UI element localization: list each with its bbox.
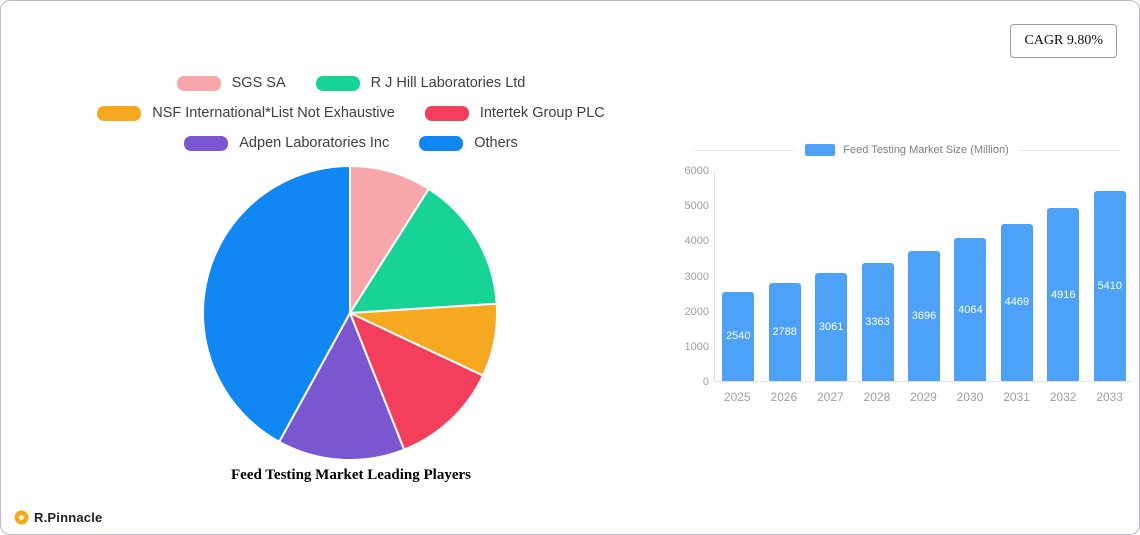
x-axis-label-2032: 2032: [1049, 390, 1077, 404]
x-axis-label-2027: 2027: [817, 390, 844, 404]
bar-value-label: 5410: [1097, 279, 1122, 292]
bar-chart: Feed Testing Market Size (Million) 0 1000…: [681, 143, 1133, 404]
pie-slice-adpen-laboratories-inc[interactable]: [277, 310, 406, 461]
y-axis-tick-5000: 5000: [684, 200, 709, 213]
pie-slice-r-j-hill-laboratories-ltd[interactable]: [348, 187, 498, 315]
bars: 2540 2788 3061 3363 3696 4064 4469 4916 5410: [715, 171, 1133, 381]
pie-legend-item-r-j-hill-laboratories-ltd[interactable]: R J Hill Laboratories Ltd: [315, 75, 526, 91]
bar-value-label: 4469: [1004, 296, 1030, 309]
legend-color-swatch: [184, 135, 229, 151]
x-axis-label-2025: 2025: [723, 390, 751, 404]
bar-value-label: 2788: [772, 326, 797, 338]
bar-2031[interactable]: 4469: [1000, 223, 1033, 381]
legend-label: Adpen Laboratories Inc: [239, 135, 390, 151]
legend-label: SGS SA: [231, 75, 286, 91]
bar-2032[interactable]: 4916: [1047, 208, 1080, 381]
y-axis-tick-4000: 4000: [684, 235, 709, 248]
pie-chart: [202, 164, 498, 461]
bar-plot-area: 0 1000 2000 3000 4000 5000 6000 2540 2788 3061 33…: [685, 165, 1133, 388]
bar-value-label: 3061: [818, 321, 844, 334]
bar-legend-label: Feed Testing Market Size (Million): [843, 144, 1009, 156]
x-axis-label-2033: 2033: [1096, 390, 1123, 404]
bar-value-label: 4916: [1051, 288, 1076, 301]
legend-label: Intertek Group PLC: [479, 105, 605, 121]
y-axis-tick-1000: 1000: [684, 340, 709, 353]
bar-value-label: 2540: [725, 330, 751, 343]
pie-chart-title: Feed Testing Market Leading Players: [231, 467, 471, 483]
legend-label: Others: [474, 135, 518, 151]
legend-color-swatch: [97, 105, 142, 121]
pie-legend-item-adpen-laboratories-inc[interactable]: Adpen Laboratories Inc: [184, 135, 389, 151]
y-axis-tick-6000: 6000: [684, 165, 709, 177]
pie-legend-item-intertek-group-plc[interactable]: Intertek Group PLC: [424, 105, 605, 121]
y-axis-tick-3000: 3000: [684, 270, 709, 283]
y-axis-tick-2000: 2000: [684, 305, 709, 318]
x-axis-label-2028: 2028: [863, 390, 891, 404]
bar-2033[interactable]: 5410: [1093, 190, 1126, 381]
x-axis-label-2031: 2031: [1003, 390, 1030, 404]
x-axis-label-2030: 2030: [956, 390, 984, 404]
x-axis-label-2026: 2026: [770, 390, 798, 404]
brand-logo: R.Pinnacle: [14, 510, 102, 525]
pie-slice-intertek-group-plc[interactable]: [348, 311, 485, 451]
bar-2025[interactable]: 2540: [722, 291, 755, 381]
bar-2030[interactable]: 4064: [954, 238, 987, 381]
bar-chart-legend: Feed Testing Market Size (Million): [681, 143, 1133, 157]
bar-x-labels: 2025 2026 2027 2028 2029 2030 2031 2032 2033: [714, 390, 1133, 404]
pinnacle-logo-icon: [14, 510, 29, 525]
bar-2026[interactable]: 2788: [768, 283, 801, 381]
pie-legend-item-others[interactable]: Others: [419, 135, 518, 151]
legend-color-swatch: [176, 75, 221, 91]
pie-slice-others[interactable]: [202, 164, 351, 444]
pie-slice-sgs-sa[interactable]: [349, 164, 431, 317]
bar-value-label: 3696: [911, 310, 937, 322]
legend-color-swatch: [424, 105, 469, 121]
bar-legend-item[interactable]: Feed Testing Market Size (Million): [795, 144, 1019, 156]
pie-legend-item-sgs-sa[interactable]: SGS SA: [176, 75, 286, 91]
bar-value-label: 3363: [865, 315, 890, 328]
legend-label: NSF International*List Not Exhaustive: [152, 105, 395, 121]
pie-legend-item-nsf-international-list-not-exhaustive[interactable]: NSF International*List Not Exhaustive: [97, 105, 395, 121]
bar-2028[interactable]: 3363: [861, 262, 894, 381]
legend-label: R J Hill Laboratories Ltd: [370, 75, 526, 91]
pie-legend: SGS SA R J Hill Laboratories Ltd NSF Inter…: [31, 75, 671, 151]
bar-legend-swatch: [805, 144, 836, 156]
bar-2027[interactable]: 3061: [815, 273, 848, 381]
bar-value-label: 4064: [958, 303, 983, 316]
legend-color-swatch: [315, 75, 360, 91]
brand-logo-text: R.Pinnacle: [34, 510, 103, 525]
x-axis-label-2029: 2029: [910, 390, 937, 404]
bar-2029[interactable]: 3696: [907, 251, 940, 381]
y-axis-tick-0: 0: [702, 376, 709, 388]
legend-color-swatch: [419, 135, 464, 151]
cagr-badge: CAGR 9.80%: [1010, 24, 1117, 58]
